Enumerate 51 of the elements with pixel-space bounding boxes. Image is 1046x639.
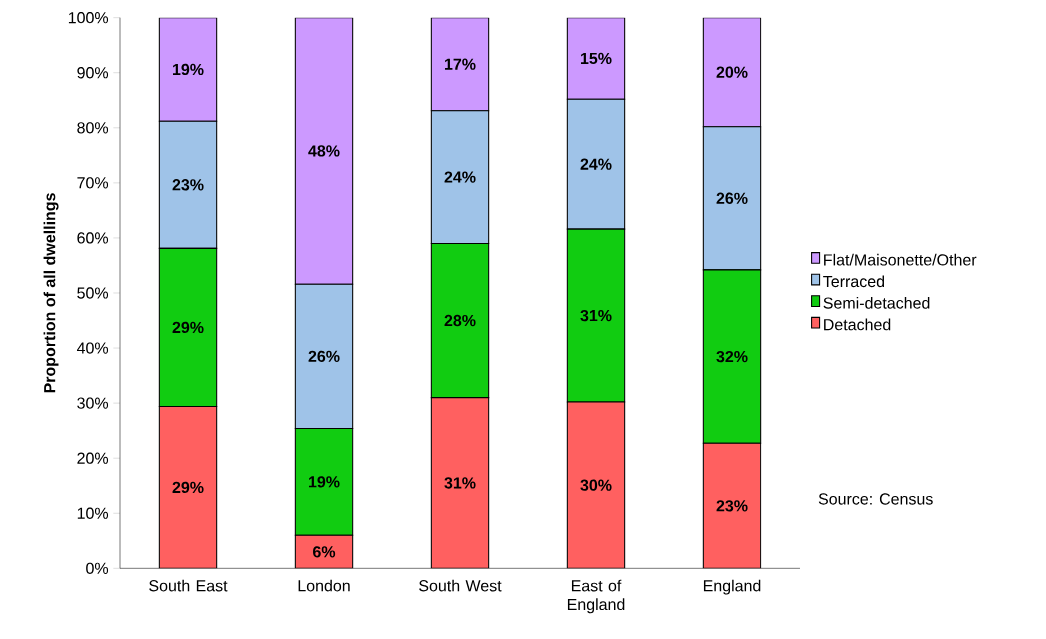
bar — [430, 397, 490, 569]
y-tick-label: 50% — [77, 287, 109, 299]
data-label: 23% — [172, 179, 204, 191]
x-tick-label: England — [703, 579, 761, 595]
y-tick-label: 20% — [77, 452, 109, 464]
data-label: 29% — [172, 321, 204, 334]
data-label: 15% — [580, 52, 612, 65]
bar — [158, 17, 218, 122]
data-label: 48% — [308, 145, 340, 157]
data-label: 32% — [716, 350, 748, 363]
bar — [702, 442, 762, 569]
bar — [430, 17, 490, 112]
data-label: 20% — [716, 66, 748, 78]
data-label: 17% — [445, 58, 476, 70]
data-label: 19% — [173, 63, 204, 76]
x-tick-label: London — [298, 579, 350, 592]
data-label: 6% — [313, 546, 336, 558]
x-tick-label: East of England — [567, 579, 625, 614]
data-label: 23% — [716, 500, 748, 512]
y-tick-label: 100% — [68, 12, 109, 24]
bar — [294, 17, 354, 285]
legend-label: Flat/Maisonette/Other — [824, 253, 977, 266]
data-label: 30% — [580, 479, 612, 491]
x-tick-label: South East — [149, 579, 228, 592]
y-tick-label: 70% — [77, 177, 109, 189]
bar — [702, 17, 762, 128]
y-tick-label: 0% — [86, 562, 109, 574]
y-tick-label: 30% — [77, 397, 109, 409]
data-label: 19% — [309, 476, 340, 488]
y-tick-label: 40% — [76, 342, 109, 354]
legend-label: Detached — [824, 318, 891, 331]
legend-label: Semi-detached — [823, 297, 930, 309]
data-label: 26% — [716, 192, 748, 204]
x-tick-label: South West — [419, 579, 502, 592]
y-axis-title: Proportion of all dwellings — [43, 193, 59, 393]
data-label: 24% — [580, 158, 612, 170]
y-tick-label: 90% — [77, 67, 109, 79]
bar — [566, 401, 626, 569]
y-tick-label: 60% — [77, 232, 109, 244]
bar — [158, 405, 218, 569]
source-note: Source: Census — [818, 493, 933, 505]
y-tick-label: 10% — [77, 507, 109, 519]
data-label: 24% — [444, 171, 476, 183]
y-tick-label: 80% — [77, 122, 109, 134]
data-label: 29% — [172, 481, 204, 494]
data-label: 31% — [580, 309, 612, 322]
legend-label: Terraced — [823, 275, 885, 288]
data-label: 31% — [444, 477, 476, 489]
bar — [566, 17, 626, 100]
data-label: 26% — [308, 350, 340, 362]
data-label: 28% — [444, 314, 476, 327]
